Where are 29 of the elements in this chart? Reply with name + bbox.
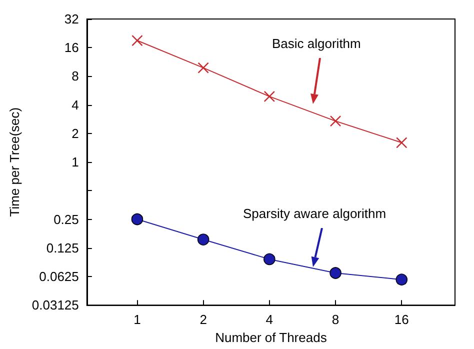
y-tick-label: 0.03125: [32, 298, 79, 313]
y-tick-label: 2: [72, 126, 79, 141]
y-tick-label: 16: [64, 40, 79, 56]
point: [131, 213, 144, 226]
y-tick-label: 4: [72, 97, 79, 112]
point: [132, 34, 143, 46]
point: [198, 62, 209, 74]
point: [264, 90, 276, 102]
y-tick-label: 32: [64, 12, 79, 26]
x-tick-label: 1: [134, 312, 141, 328]
annotation: Basic algorithm: [272, 36, 361, 51]
x-tick-label: 8: [332, 312, 340, 328]
y-tick-label: 8: [72, 68, 79, 84]
x-tick-label: 4: [266, 312, 274, 328]
y-tick-label: 0.0625: [39, 268, 79, 284]
point: [264, 253, 276, 266]
point: [330, 267, 342, 279]
y-tick-label: 1: [72, 154, 79, 170]
x-tick-label: 2: [200, 312, 207, 328]
y-tick-label: 0.25: [54, 212, 79, 227]
annotation: Sparsity aware algorithm: [243, 206, 386, 221]
x-axis-title: Number of Threads: [215, 330, 328, 345]
point: [330, 115, 342, 127]
y-tick-label: 0.125: [46, 240, 79, 256]
x-tick-label: 16: [394, 312, 409, 328]
point: [396, 137, 408, 148]
point: [197, 234, 210, 246]
y-axis-title: Time per Tree(sec): [7, 107, 22, 217]
point: [396, 274, 408, 286]
